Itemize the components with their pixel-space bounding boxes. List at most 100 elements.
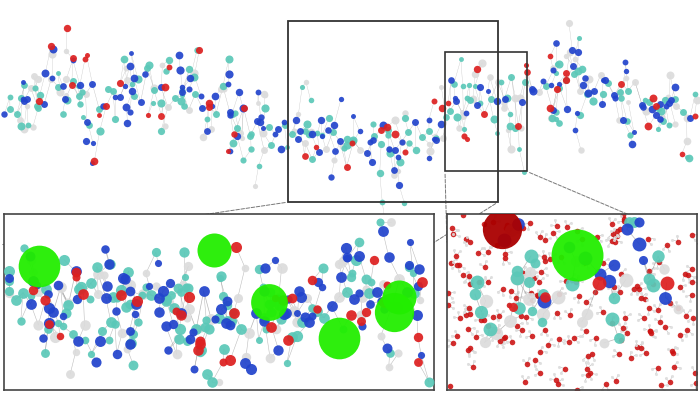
Point: [375, 333, 386, 339]
Point: [579, 260, 590, 267]
Point: [4, 94, 15, 100]
Point: [222, 301, 233, 308]
Point: [326, 303, 337, 310]
Point: [34, 97, 45, 104]
Point: [383, 364, 394, 370]
Point: [473, 311, 484, 318]
Point: [503, 302, 514, 308]
Point: [588, 88, 599, 94]
Point: [480, 258, 491, 265]
Point: [657, 246, 668, 253]
Point: [171, 335, 182, 341]
Point: [609, 233, 620, 240]
Point: [290, 117, 301, 123]
Point: [365, 138, 376, 145]
Point: [576, 390, 587, 396]
Point: [609, 91, 620, 98]
Point: [3, 278, 14, 284]
Point: [446, 333, 457, 339]
Point: [626, 141, 638, 147]
Point: [333, 261, 344, 267]
Point: [620, 58, 631, 65]
Point: [466, 307, 477, 314]
Point: [480, 273, 491, 280]
Point: [232, 295, 244, 301]
Point: [127, 362, 139, 368]
Point: [27, 287, 38, 293]
Point: [236, 135, 247, 141]
Point: [622, 272, 633, 278]
Point: [276, 265, 287, 271]
Point: [547, 229, 559, 236]
Point: [266, 300, 277, 307]
Point: [540, 348, 552, 355]
Point: [210, 316, 221, 322]
Point: [561, 77, 572, 83]
Point: [587, 97, 598, 104]
Point: [631, 342, 642, 348]
Point: [79, 56, 90, 63]
Point: [523, 279, 534, 285]
Point: [522, 320, 533, 326]
Point: [650, 103, 662, 109]
Point: [176, 89, 188, 95]
Point: [512, 308, 523, 315]
Point: [71, 295, 83, 302]
Point: [479, 317, 490, 323]
Point: [575, 232, 587, 238]
Point: [540, 231, 552, 237]
Point: [159, 122, 170, 129]
Point: [644, 328, 655, 334]
Point: [677, 337, 688, 343]
Point: [18, 79, 29, 85]
Point: [690, 273, 700, 280]
Point: [632, 344, 643, 350]
Point: [519, 276, 531, 282]
Point: [494, 336, 505, 342]
Point: [598, 76, 609, 83]
Point: [491, 307, 503, 313]
Point: [48, 309, 59, 315]
Point: [580, 254, 591, 261]
Point: [502, 127, 513, 133]
Point: [466, 239, 477, 245]
Point: [338, 145, 349, 152]
Point: [452, 262, 463, 268]
Point: [654, 319, 666, 326]
Point: [614, 90, 625, 96]
Point: [446, 225, 457, 231]
Point: [253, 266, 265, 272]
Point: [652, 253, 664, 260]
Point: [260, 265, 271, 272]
Point: [428, 136, 440, 143]
Point: [583, 76, 594, 82]
Point: [197, 105, 208, 111]
Point: [129, 74, 140, 81]
Point: [671, 232, 682, 239]
Point: [173, 285, 184, 291]
Point: [552, 223, 563, 229]
Point: [681, 262, 692, 268]
Point: [177, 92, 188, 98]
Point: [648, 260, 659, 267]
Point: [460, 242, 471, 248]
Point: [67, 56, 78, 63]
Point: [281, 310, 292, 316]
Point: [582, 359, 594, 366]
Point: [396, 139, 407, 145]
Point: [555, 370, 566, 376]
Point: [403, 140, 414, 147]
Point: [125, 288, 136, 294]
Point: [224, 322, 235, 328]
Point: [178, 103, 189, 109]
Point: [89, 158, 100, 164]
Point: [206, 103, 218, 110]
Point: [444, 383, 456, 389]
Point: [288, 128, 300, 134]
Point: [81, 52, 92, 59]
Point: [263, 299, 274, 305]
Point: [221, 317, 232, 323]
Point: [455, 206, 466, 213]
Point: [525, 253, 536, 259]
Point: [448, 299, 459, 305]
